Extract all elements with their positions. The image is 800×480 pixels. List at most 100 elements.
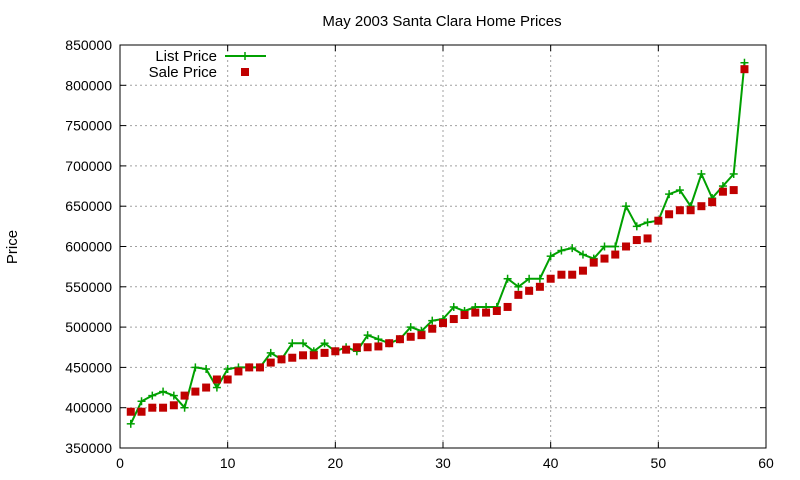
x-tick-label: 50	[651, 455, 667, 471]
list-price-point	[632, 222, 641, 231]
list-price-point	[126, 419, 135, 428]
list-price-point	[363, 331, 372, 340]
x-tick-label: 10	[220, 455, 236, 471]
list-price-point	[535, 274, 544, 283]
sale-price-point	[589, 258, 598, 267]
sale-price-point	[428, 324, 437, 333]
sale-price-point	[395, 335, 404, 344]
sale-price-point	[460, 311, 469, 320]
list-price-point	[675, 186, 684, 195]
sale-price-point	[482, 308, 491, 317]
sale-price-point	[342, 345, 351, 354]
sale-price-point	[245, 363, 254, 372]
sale-price-point	[288, 353, 297, 362]
sale-price-point	[697, 202, 706, 211]
y-tick-label: 600000	[65, 239, 112, 255]
sale-price-point	[600, 254, 609, 263]
list-price-point	[449, 302, 458, 311]
y-tick-label: 500000	[65, 319, 112, 335]
sale-price-point	[148, 403, 157, 412]
y-tick-label: 450000	[65, 359, 112, 375]
sale-price-point	[535, 282, 544, 291]
legend-marker-list-price	[241, 52, 249, 60]
x-tick-label: 60	[758, 455, 774, 471]
sale-price-point	[492, 306, 501, 315]
sale-price-point	[643, 234, 652, 243]
sale-price-point	[557, 270, 566, 279]
x-tick-label: 30	[435, 455, 451, 471]
y-tick-label: 400000	[65, 400, 112, 416]
list-price-point	[578, 250, 587, 259]
legend-marker-sale-price	[241, 68, 249, 76]
list-price-point	[568, 244, 577, 253]
sale-price-point	[299, 351, 308, 360]
list-price-point	[148, 391, 157, 400]
sale-price-point	[159, 403, 168, 412]
sale-price-point	[126, 407, 135, 416]
list-price-point	[665, 190, 674, 199]
legend-label-list-price: List Price	[155, 48, 217, 65]
x-tick-label: 20	[328, 455, 344, 471]
chart-title: May 2003 Santa Clara Home Prices	[322, 13, 561, 30]
legend: List Price Sale Price	[149, 48, 266, 81]
list-price-point	[202, 365, 211, 374]
sale-price-point	[611, 250, 620, 259]
list-price-point	[697, 169, 706, 178]
list-price-point	[503, 274, 512, 283]
sale-price-point	[234, 367, 243, 376]
sale-price-point	[277, 355, 286, 364]
list-price-line	[129, 62, 746, 425]
sale-price-point	[708, 198, 717, 207]
list-price-point	[191, 363, 200, 372]
list-price-point	[169, 391, 178, 400]
sale-price-point	[191, 387, 200, 396]
sale-price-point	[686, 206, 695, 215]
y-tick-label: 550000	[65, 279, 112, 295]
tick-layer: 350000 400000 450000 500000 550000 600000 6500…	[65, 37, 774, 471]
sale-price-point	[137, 407, 146, 416]
x-tick-label: 40	[543, 455, 559, 471]
list-price-point	[525, 274, 534, 283]
list-price-point	[406, 323, 415, 332]
list-price-point	[266, 348, 275, 357]
list-price-point	[622, 202, 631, 211]
sale-price-point	[718, 187, 727, 196]
sale-price-point	[202, 383, 211, 392]
sale-price-point	[622, 242, 631, 251]
list-price-point	[212, 383, 221, 392]
sale-price-point	[578, 266, 587, 275]
list-price-point	[223, 365, 232, 374]
sale-price-point	[525, 286, 534, 295]
list-price-point	[600, 242, 609, 251]
sale-price-point	[675, 206, 684, 215]
sale-price-point	[654, 216, 663, 225]
list-price-point	[643, 218, 652, 227]
list-price-point	[320, 339, 329, 348]
y-tick-label: 750000	[65, 118, 112, 134]
list-price-point	[288, 339, 297, 348]
sale-price-point	[180, 391, 189, 400]
sale-price-point	[665, 210, 674, 219]
sale-price-point	[568, 270, 577, 279]
sale-price-point	[546, 274, 555, 283]
sale-price-point	[331, 347, 340, 356]
y-tick-label: 700000	[65, 158, 112, 174]
sale-price-point	[309, 351, 318, 360]
sale-price-point	[255, 363, 264, 372]
sale-price-point	[632, 236, 641, 245]
sale-price-point	[374, 342, 383, 351]
legend-sample-list-price	[225, 52, 266, 60]
x-tick-label: 0	[116, 455, 124, 471]
list-price-point	[557, 246, 566, 255]
sale-price-point	[740, 65, 749, 74]
list-price-point	[180, 403, 189, 412]
series-layer	[126, 58, 749, 428]
sale-price-point	[169, 401, 178, 410]
list-price-point	[299, 339, 308, 348]
legend-sample-sale-price	[241, 68, 249, 76]
y-tick-label: 350000	[65, 440, 112, 456]
y-axis-label: Price	[4, 230, 21, 264]
list-price-point	[137, 397, 146, 406]
y-tick-label: 800000	[65, 77, 112, 93]
